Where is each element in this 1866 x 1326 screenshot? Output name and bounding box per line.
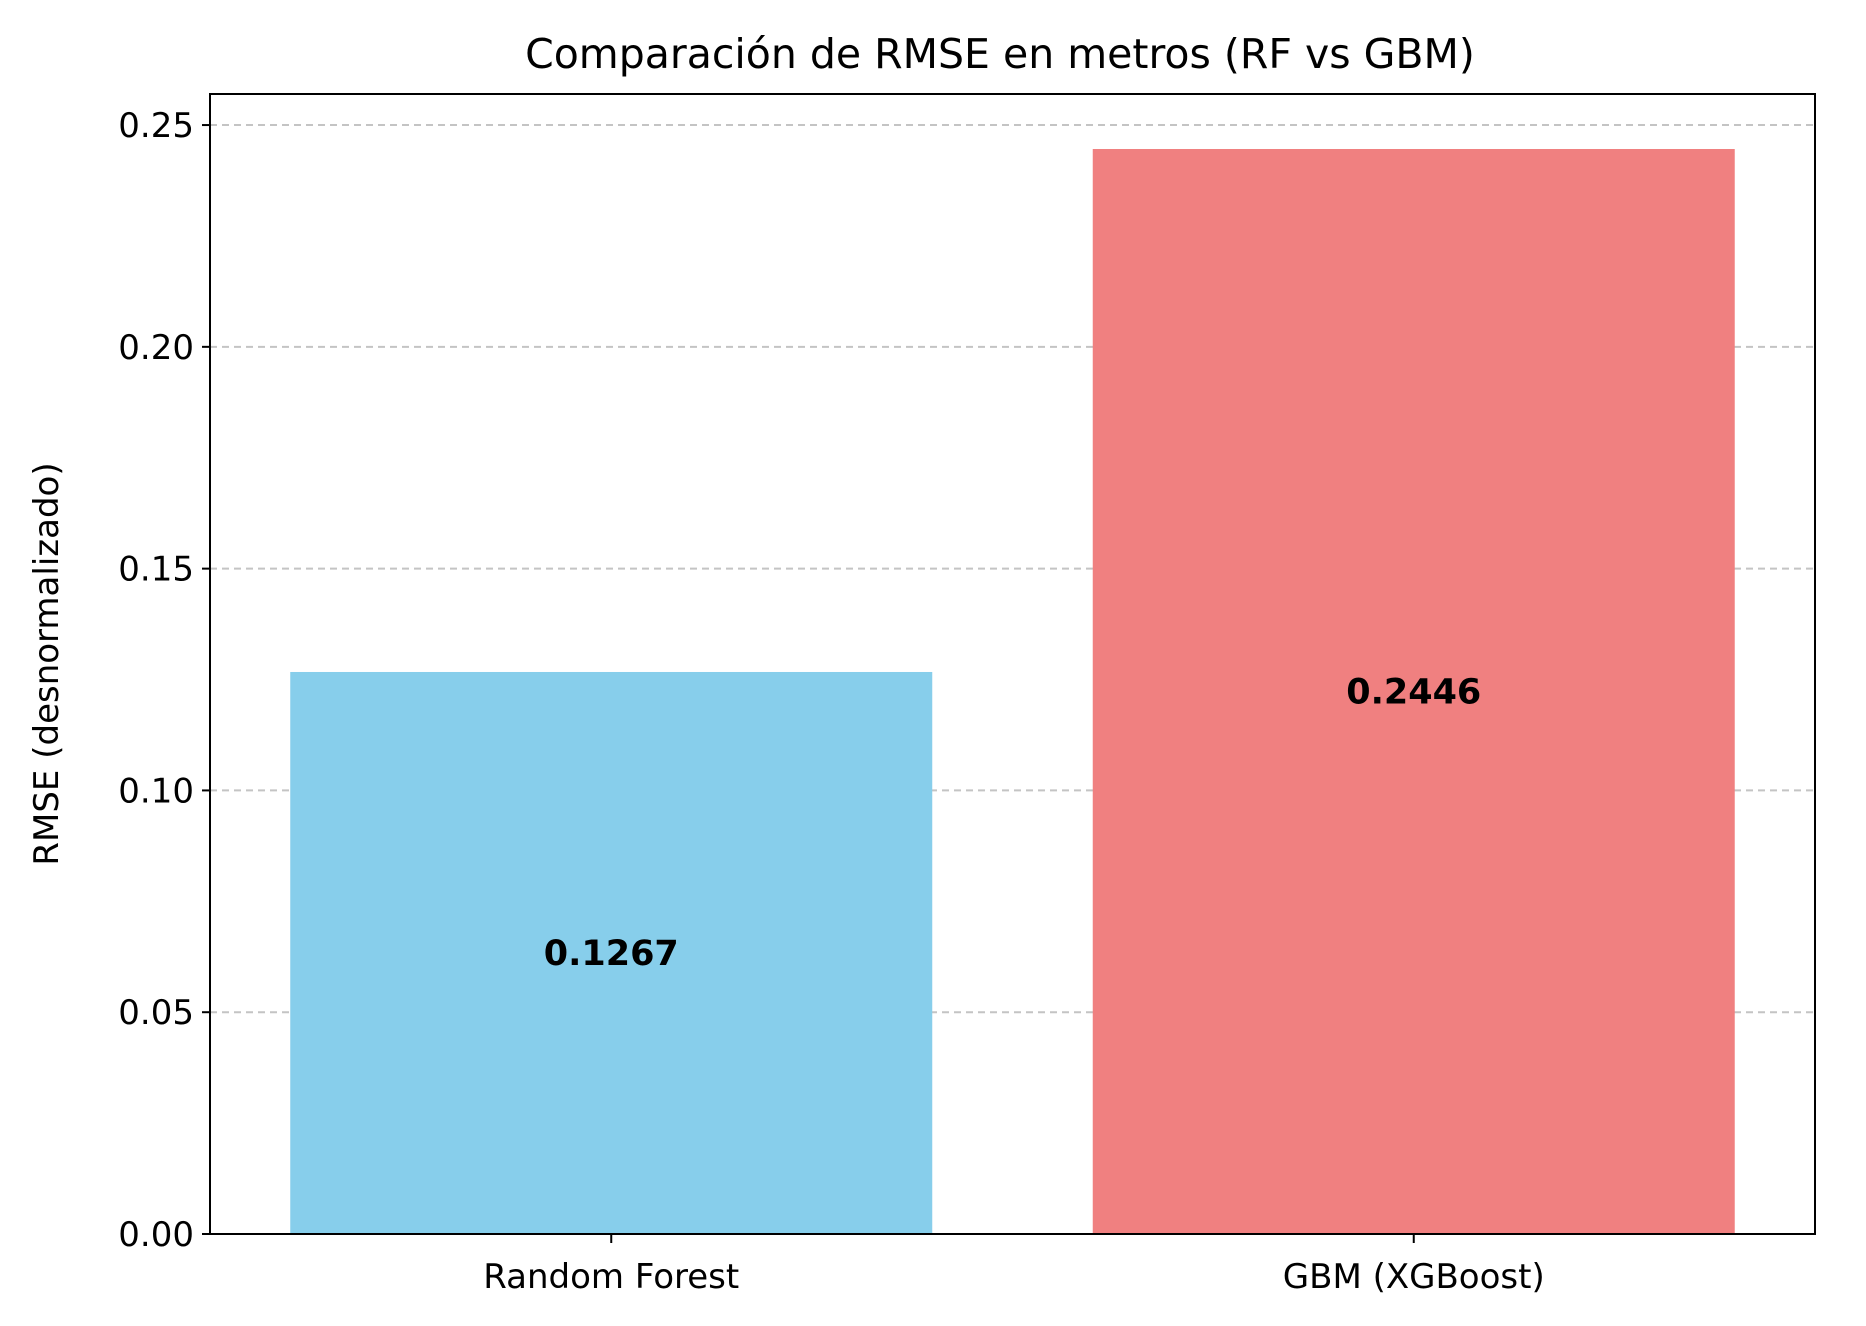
plot-frame: [209, 93, 1816, 1235]
bar: [1092, 149, 1735, 1234]
bar-value-label: 0.2446: [1346, 673, 1481, 713]
bar: [290, 671, 933, 1234]
x-tick-label: Random Forest: [483, 1257, 739, 1297]
y-axis-ticks: 0.00 0.05 0.10 0.15 0.20 0.25: [118, 106, 210, 1255]
bar-value-labels: 0.1267 0.2446: [544, 673, 1482, 974]
y-tick-label: 0.10: [118, 771, 194, 811]
chart-title: Comparación de RMSE en metros (RF vs GBM…: [525, 30, 1475, 78]
x-tick-label: GBM (XGBoost): [1283, 1257, 1545, 1297]
y-tick-label: 0.15: [118, 550, 194, 590]
y-tick-label: 0.00: [118, 1215, 194, 1255]
y-axis-label: RMSE (desnormalizado): [27, 462, 67, 865]
x-axis-ticks: Random Forest GBM (XGBoost): [483, 1234, 1545, 1297]
bars: [290, 149, 1735, 1234]
bar-value-label: 0.1267: [544, 934, 679, 974]
y-tick-label: 0.05: [118, 993, 194, 1033]
y-tick-label: 0.20: [118, 328, 194, 368]
y-tick-label: 0.25: [118, 106, 194, 146]
